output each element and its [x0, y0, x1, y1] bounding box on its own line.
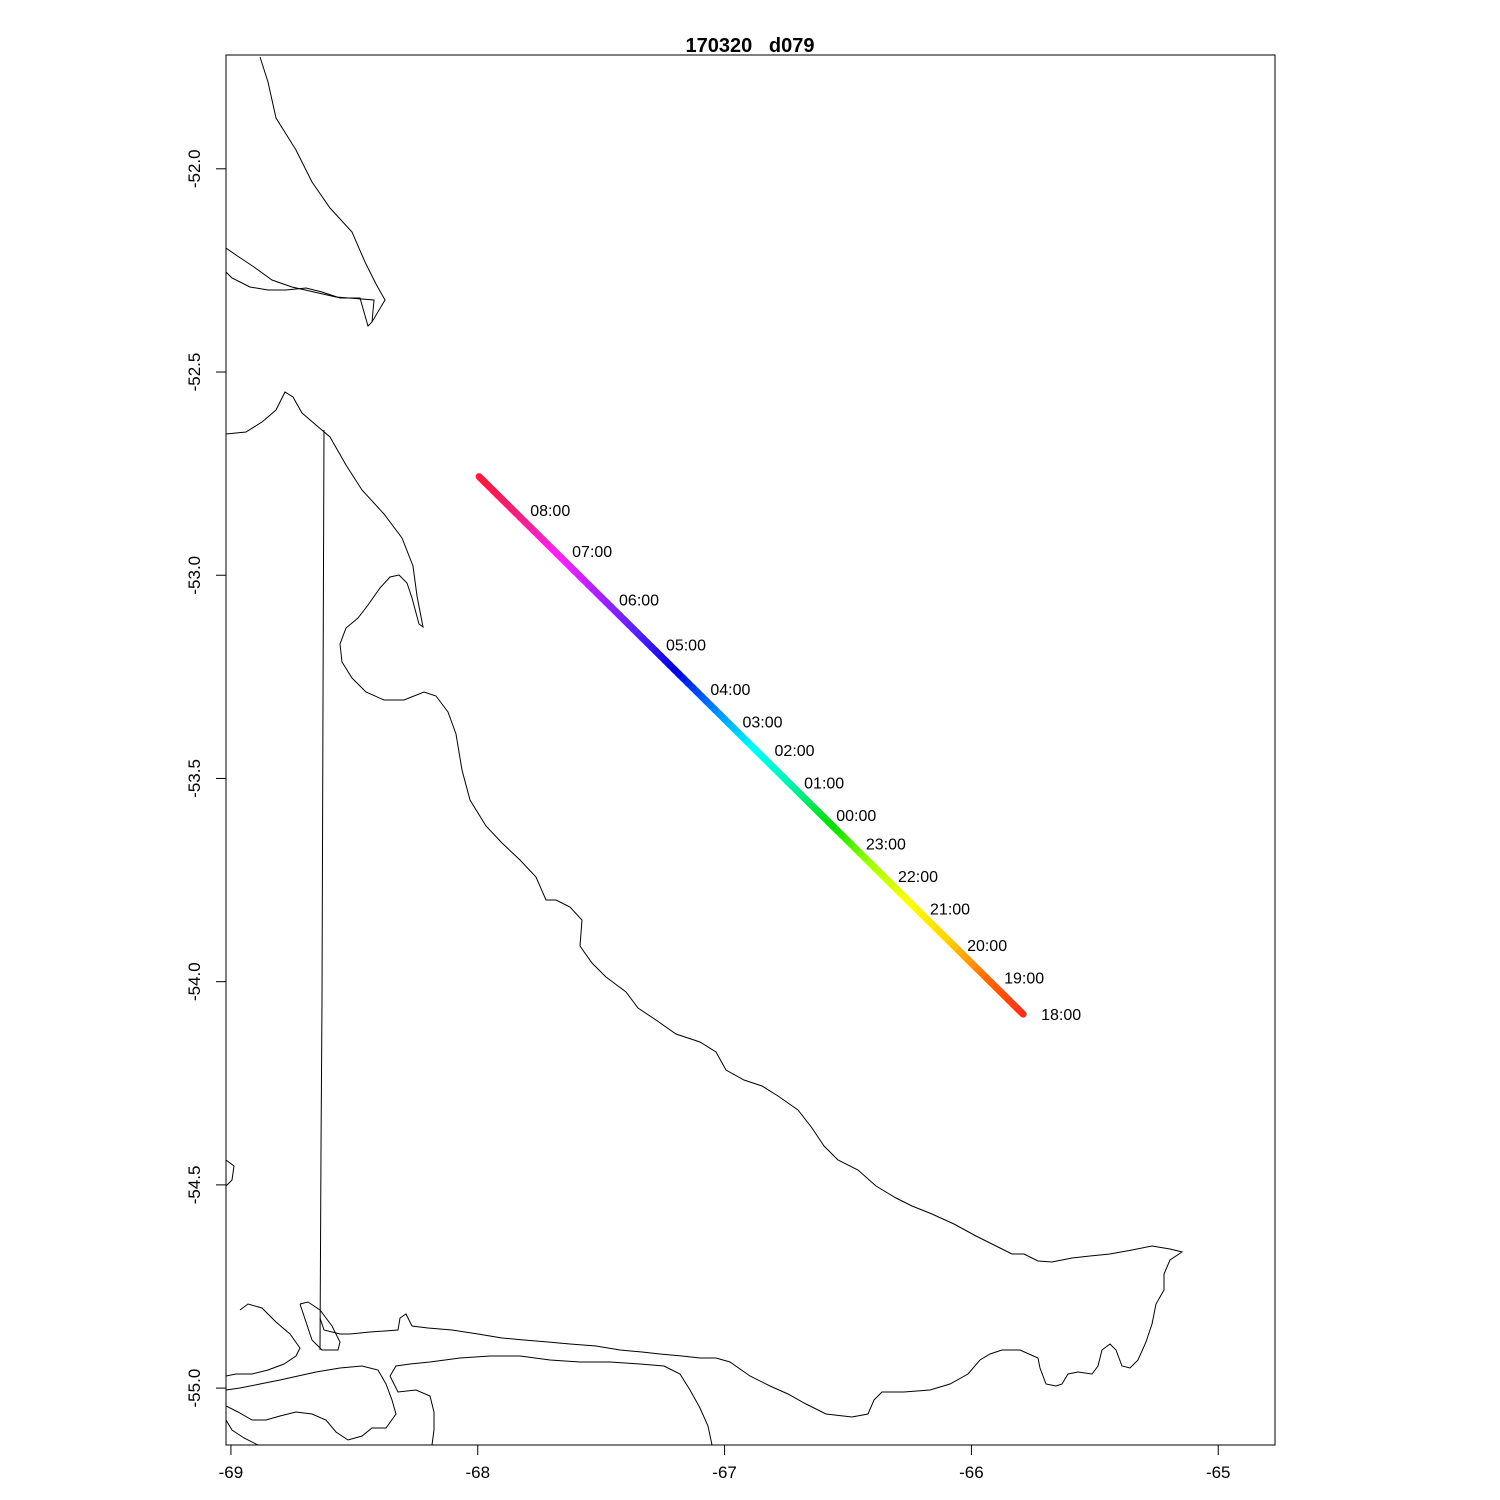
y-tick-label: -52.5 — [185, 353, 204, 392]
time-label: 00:00 — [836, 808, 876, 825]
ship-track — [475, 473, 1027, 1018]
x-tick-label: -68 — [465, 1463, 490, 1482]
time-label: 23:00 — [866, 836, 906, 853]
time-label: 21:00 — [930, 902, 970, 919]
time-label: 06:00 — [619, 593, 659, 610]
time-label: 19:00 — [1004, 971, 1044, 988]
time-label: 03:00 — [742, 715, 782, 732]
time-label: 08:00 — [530, 503, 570, 520]
map-title: 170320 d079 — [686, 35, 815, 57]
x-tick-label: -67 — [712, 1463, 737, 1482]
track-time-labels: 18:00 19:00 20:00 21:00 22:00 23:00 00:00 01:00… — [530, 503, 1081, 1024]
time-label: 20:00 — [967, 938, 1007, 955]
time-label: 02:00 — [775, 743, 815, 760]
y-tick-label: -53.5 — [185, 759, 204, 798]
time-label: 05:00 — [666, 637, 706, 654]
y-axis: -52.0 -52.5 -53.0 -53.5 -54.0 -54.5 -55.0 — [185, 149, 227, 1408]
y-tick-label: -55.0 — [185, 1369, 204, 1408]
x-tick-label: -69 — [219, 1463, 244, 1482]
time-label: 18:00 — [1041, 1007, 1081, 1024]
time-label: 01:00 — [804, 776, 844, 793]
time-label: 04:00 — [710, 682, 750, 699]
track-segment — [475, 473, 489, 486]
time-label: 07:00 — [572, 544, 612, 561]
y-tick-label: -54.0 — [185, 962, 204, 1001]
x-tick-label: -66 — [959, 1463, 984, 1482]
time-label: 22:00 — [898, 869, 938, 886]
coastline — [226, 56, 1184, 1445]
x-axis: -69 -68 -67 -66 -65 — [219, 1444, 1231, 1482]
y-tick-label: -54.5 — [185, 1166, 204, 1205]
y-tick-label: -53.0 — [185, 556, 204, 595]
plot-frame — [225, 54, 1276, 1446]
y-tick-label: -52.0 — [185, 149, 204, 188]
x-tick-label: -65 — [1206, 1463, 1231, 1482]
